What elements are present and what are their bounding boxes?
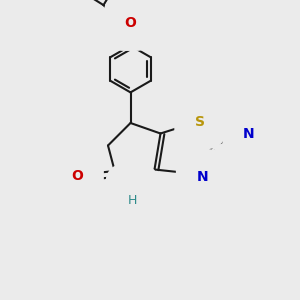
Text: H: H (127, 194, 137, 207)
Text: S: S (195, 115, 205, 128)
Text: N: N (126, 184, 138, 198)
Text: N: N (197, 170, 208, 184)
Text: N: N (243, 128, 255, 141)
Text: H: H (243, 120, 252, 133)
Text: O: O (124, 16, 136, 30)
Text: O: O (71, 169, 83, 182)
